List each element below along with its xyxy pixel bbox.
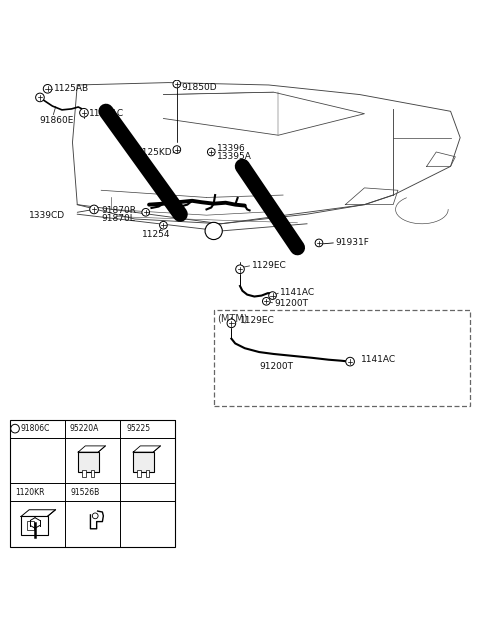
Text: a: a (211, 226, 216, 235)
Text: 91931F: 91931F (336, 238, 370, 247)
Bar (137, 470, 141, 477)
Text: 91806C: 91806C (21, 424, 50, 433)
Text: 95225: 95225 (126, 424, 150, 433)
Text: 1125AB: 1125AB (54, 84, 89, 93)
Text: 13395A: 13395A (217, 152, 252, 161)
Circle shape (205, 222, 222, 240)
FancyBboxPatch shape (132, 452, 154, 472)
Text: 1141AC: 1141AC (280, 288, 315, 296)
Circle shape (236, 265, 244, 273)
Circle shape (80, 109, 88, 117)
Text: (MTM): (MTM) (217, 314, 248, 323)
Circle shape (11, 424, 19, 433)
Circle shape (159, 221, 167, 229)
Text: 91860E: 91860E (39, 116, 73, 125)
Text: 91200T: 91200T (259, 362, 293, 371)
Text: 91526B: 91526B (70, 488, 99, 497)
Text: 91200T: 91200T (275, 299, 309, 308)
Text: 1120KR: 1120KR (15, 488, 45, 497)
Circle shape (173, 146, 180, 153)
Text: 11254: 11254 (142, 230, 170, 239)
Text: 1141AC: 1141AC (360, 355, 396, 364)
Text: 91870R: 91870R (101, 206, 136, 215)
Bar (91, 470, 95, 477)
Circle shape (346, 357, 354, 366)
Text: 1129EC: 1129EC (252, 261, 286, 270)
Bar (27, 521, 35, 530)
Bar (83, 470, 86, 477)
Text: 91870L: 91870L (101, 215, 135, 224)
Circle shape (142, 208, 150, 216)
Text: a: a (13, 426, 17, 431)
FancyBboxPatch shape (78, 452, 99, 472)
Text: 1339CD: 1339CD (29, 211, 66, 220)
Text: 1125KD: 1125KD (137, 148, 173, 157)
Circle shape (269, 292, 276, 300)
FancyBboxPatch shape (21, 516, 48, 535)
Circle shape (263, 298, 270, 305)
Circle shape (92, 513, 98, 519)
Circle shape (173, 80, 180, 88)
Bar (10, 420, 175, 547)
Text: 95220A: 95220A (69, 424, 98, 433)
Circle shape (36, 93, 44, 102)
Text: 1141AC: 1141AC (89, 109, 124, 118)
Circle shape (90, 205, 98, 213)
Circle shape (315, 239, 323, 247)
Circle shape (207, 148, 215, 156)
Text: 13396: 13396 (217, 144, 246, 153)
Circle shape (227, 319, 236, 328)
Text: 91850D: 91850D (181, 83, 217, 92)
Circle shape (43, 84, 52, 93)
FancyBboxPatch shape (214, 310, 470, 406)
Text: 1129EC: 1129EC (240, 316, 274, 325)
Bar (145, 470, 149, 477)
